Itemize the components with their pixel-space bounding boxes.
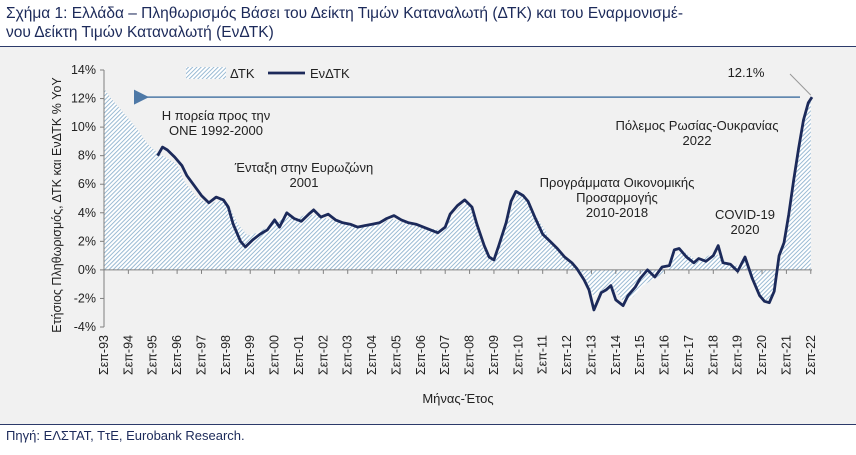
- x-tick-label: Σεπ-15: [633, 335, 647, 375]
- annotation-ona: ΟΝΕ 1992-2000: [169, 123, 263, 138]
- x-tick-label: Σεπ-94: [121, 335, 135, 375]
- x-tick-label: Σεπ-96: [170, 335, 184, 375]
- x-tick-label: Σεπ-14: [609, 335, 623, 375]
- y-tick-label: 6%: [78, 177, 96, 191]
- x-tick-label: Σεπ-00: [268, 335, 282, 375]
- chart-area: 14% 12% 10% 8% 6% 4% 2% 0% -2% -4% Σεπ-93 Σεπ-94 Σεπ…: [0, 46, 856, 425]
- y-tick-label: 2%: [78, 234, 96, 248]
- y-tick-label: 0%: [78, 263, 96, 277]
- annotation-program: Προσαρμογής: [576, 190, 658, 205]
- title-line-1: Σχήμα 1: Ελλάδα – Πληθωρισμός Βάσει του …: [6, 5, 684, 22]
- y-tick-label: 10%: [71, 120, 96, 134]
- x-tick-label: Σεπ-08: [463, 335, 477, 375]
- x-axis-title: Μήνας-Έτος: [422, 391, 493, 406]
- x-tick-label: Σεπ-20: [755, 335, 769, 375]
- annotation-covid: 2020: [731, 222, 760, 237]
- y-tick-label: 12%: [71, 92, 96, 106]
- legend-cpi-label: ΔΤΚ: [230, 66, 255, 81]
- annotation-program: 2010-2018: [586, 205, 648, 220]
- x-tick-label: Σεπ-05: [389, 335, 403, 375]
- x-tick-label: Σεπ-12: [560, 335, 574, 375]
- x-tick-label: Σεπ-19: [731, 335, 745, 375]
- annotation-covid: COVID-19: [715, 207, 775, 222]
- figure-title: Σχήμα 1: Ελλάδα – Πληθωρισμός Βάσει του …: [6, 4, 850, 42]
- annotation-ona: Η πορεία προς την: [162, 108, 271, 123]
- legend-cpi-swatch: [186, 67, 226, 79]
- inflation-chart: 14% 12% 10% 8% 6% 4% 2% 0% -2% -4%Σεπ-93 Σεπ-94 Σεπ…: [50, 63, 818, 406]
- annotation-euro: 2001: [290, 175, 319, 190]
- annotation-program: Προγράμματα Οικονομικής: [540, 175, 695, 190]
- y-tick-label: -2%: [74, 291, 96, 305]
- peak-callout-line: [789, 73, 812, 96]
- x-tick-label: Σεπ-16: [658, 335, 672, 375]
- x-tick-label: Σεπ-18: [706, 335, 720, 375]
- y-tick-label: 8%: [78, 149, 96, 163]
- x-tick-label: Σεπ-98: [219, 335, 233, 375]
- y-tick-label: -4%: [74, 320, 96, 334]
- x-tick-label: Σεπ-93: [97, 335, 111, 375]
- x-tick-label: Σεπ-11: [536, 335, 550, 374]
- x-tick-label: Σεπ-22: [804, 335, 818, 375]
- y-tick-label: 4%: [78, 206, 96, 220]
- y-axis-title: Ετήσιος Πληθωρισμός, ΔΤΚ και ΕνΔΤΚ % YoY: [50, 77, 64, 333]
- x-tick-label: Σεπ-04: [365, 335, 379, 375]
- x-tick-label: Σεπ-17: [682, 335, 696, 375]
- x-tick-label: Σεπ-21: [779, 335, 793, 375]
- x-tick-label: Σεπ-02: [316, 335, 330, 375]
- cpi-area: [104, 88, 811, 302]
- hicp-line: [156, 96, 814, 312]
- source-note: Πηγή: ΕΛΣΤΑΤ, ΤτΕ, Eurobank Research.: [6, 428, 245, 443]
- title-line-2: νου Δείκτη Τιμών Καταναλωτή (ΕνΔΤΚ): [6, 24, 274, 41]
- x-tick-label: Σεπ-01: [292, 335, 306, 375]
- x-tick-label: Σεπ-95: [146, 335, 160, 375]
- x-tick-label: Σεπ-97: [194, 335, 208, 375]
- x-tick-label: Σεπ-99: [243, 335, 257, 375]
- footer-rule: [0, 424, 856, 425]
- legend-hicp-label: ΕνΔΤΚ: [310, 66, 350, 81]
- annotation-peak: 12.1%: [728, 65, 765, 80]
- x-tick-label: Σεπ-06: [414, 335, 428, 375]
- x-tick-label: Σεπ-10: [511, 335, 525, 375]
- x-tick-label: Σεπ-07: [438, 335, 452, 375]
- x-tick-label: Σεπ-09: [487, 335, 501, 375]
- annotation-euro: Ένταξη στην Ευρωζώνη: [234, 160, 373, 175]
- x-tick-label: Σεπ-03: [341, 335, 355, 375]
- annotation-war: Πόλεμος Ρωσίας-Ουκρανίας: [616, 118, 779, 133]
- annotation-war: 2022: [683, 133, 712, 148]
- y-tick-label: 14%: [71, 63, 96, 77]
- x-tick-label: Σεπ-13: [584, 335, 598, 375]
